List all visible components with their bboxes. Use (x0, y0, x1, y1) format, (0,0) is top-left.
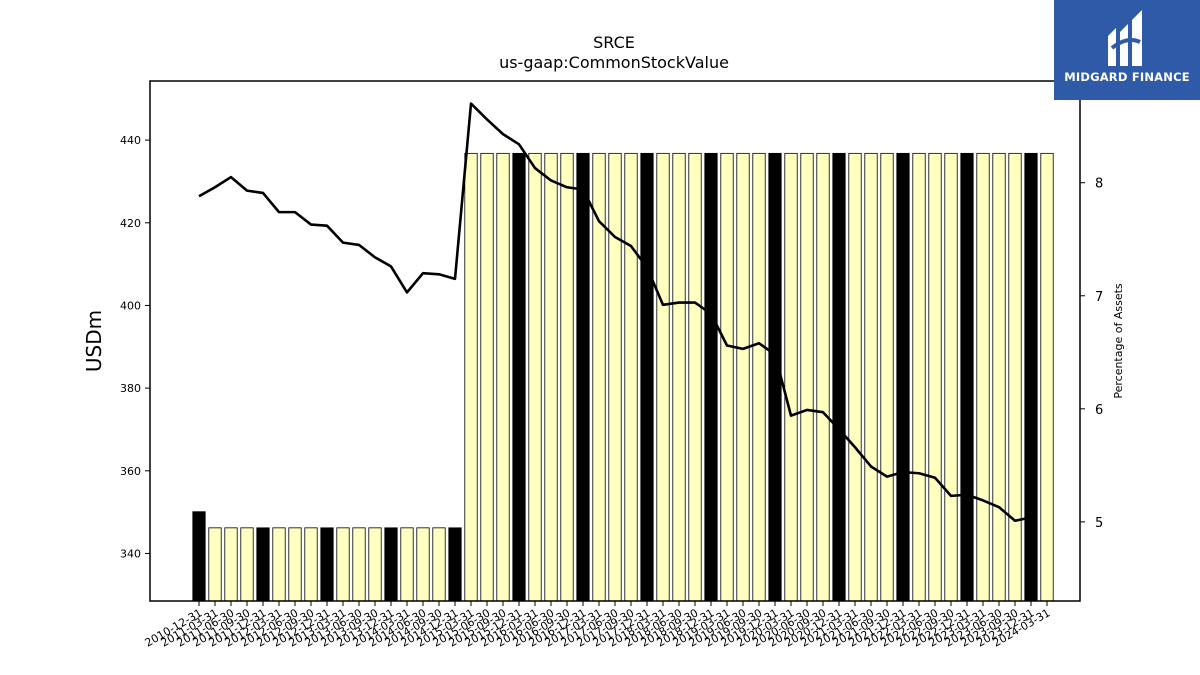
midgard-finance-logo: MIDGARD FINANCE (1054, 0, 1200, 100)
bar (912, 152, 926, 602)
bar (960, 152, 974, 602)
bar (944, 152, 958, 602)
midgard-finance-logo-mark (1108, 10, 1142, 66)
bar (688, 152, 702, 602)
y-tick-label: 420 (120, 217, 141, 230)
bar (544, 152, 558, 602)
bar (624, 152, 638, 602)
bar (448, 527, 462, 602)
bar (416, 527, 430, 602)
bar (304, 527, 318, 602)
bar (640, 152, 654, 602)
bar (288, 527, 302, 602)
y-tick-label: 340 (120, 547, 141, 560)
bar (704, 152, 718, 602)
bar (384, 527, 398, 602)
x-axis-ticks: 2010-12-312011-03-312011-06-302011-09-30… (143, 601, 1053, 650)
bar (336, 527, 350, 602)
bar (816, 152, 830, 602)
bar (528, 152, 542, 602)
bar (272, 527, 286, 602)
bar (608, 152, 622, 602)
bar (768, 152, 782, 602)
bar (832, 152, 846, 602)
bar (752, 152, 766, 602)
bar (720, 152, 734, 602)
bar (320, 527, 334, 602)
bar (656, 152, 670, 602)
percent-of-assets-line (198, 102, 1032, 523)
chart-subtitle: us-gaap:CommonStockValue (499, 53, 729, 72)
bar (240, 527, 254, 602)
chart-title: SRCE (593, 33, 635, 52)
y2-axis-label: Percentage of Assets (1112, 283, 1125, 399)
y-tick-label: 380 (120, 382, 141, 395)
bar (864, 152, 878, 602)
bar (672, 152, 686, 602)
logo-text: MIDGARD FINANCE (1064, 70, 1190, 84)
bar (896, 152, 910, 602)
bar (976, 152, 990, 602)
bar (992, 152, 1006, 602)
y-axis-label: USDm (82, 310, 106, 372)
bar (576, 152, 590, 602)
bar (512, 152, 526, 602)
y2-axis-ticks: 5 6 7 8 (1080, 177, 1103, 531)
y2-tick-label: 8 (1095, 177, 1103, 192)
y2-tick-label: 7 (1095, 290, 1103, 305)
y-tick-label: 440 (120, 134, 141, 147)
bar (1040, 152, 1054, 602)
bar (480, 152, 494, 602)
bar (800, 152, 814, 602)
bar (464, 152, 478, 602)
bar (352, 527, 366, 602)
bar (880, 152, 894, 602)
bar (400, 527, 414, 602)
y2-tick-label: 6 (1095, 403, 1103, 418)
bar (256, 527, 270, 602)
y-tick-label: 360 (120, 465, 141, 478)
bar (224, 527, 238, 602)
bar (1024, 152, 1038, 602)
bar (432, 527, 446, 602)
bar (736, 152, 750, 602)
y-axis-ticks: 340 360 380 400 420 440 (120, 134, 150, 560)
bar (496, 152, 510, 602)
bar (848, 152, 862, 602)
percent-of-assets-polyline (198, 102, 1032, 523)
y-tick-label: 400 (120, 299, 141, 312)
bar (192, 511, 206, 602)
bar-series (192, 152, 1054, 602)
bar (368, 527, 382, 602)
y2-tick-label: 5 (1095, 516, 1103, 531)
bar (928, 152, 942, 602)
bar (784, 152, 798, 602)
bar (560, 152, 574, 602)
bar (1008, 152, 1022, 602)
bar (208, 527, 222, 602)
